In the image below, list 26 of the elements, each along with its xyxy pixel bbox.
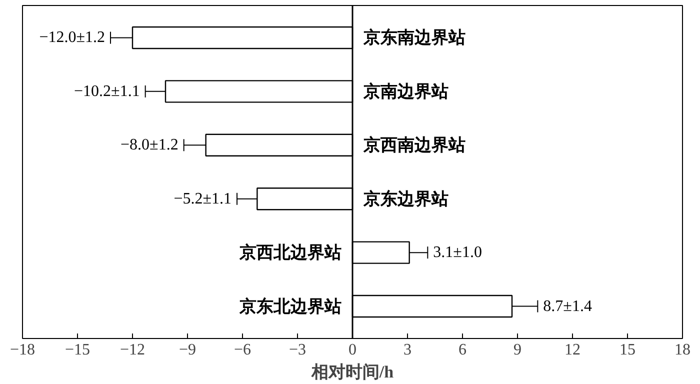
x-tick-label: 9	[514, 342, 522, 358]
y-tick-label: 京南边界站	[362, 82, 448, 101]
y-tick-label: 京西南边界站	[362, 136, 466, 155]
x-tick-label: 6	[458, 342, 466, 358]
x-tick-label: 0	[348, 342, 356, 358]
x-tick-label: −12	[120, 342, 146, 358]
data-label: −5.2±1.1	[174, 190, 232, 208]
data-label: −10.2±1.1	[74, 82, 140, 100]
data-label: 3.1±1.0	[433, 244, 482, 262]
x-tick-label: −6	[234, 342, 252, 358]
y-tick-label: 京东北边界站	[238, 296, 342, 316]
y-tick-label: 京东南边界站	[362, 28, 466, 48]
x-tick-label: 12	[564, 342, 580, 358]
x-tick-label: −3	[288, 342, 306, 358]
x-tick-label: −18	[10, 342, 36, 358]
y-tick-label: 京东边界站	[362, 189, 448, 208]
data-label: −12.0±1.2	[39, 29, 106, 46]
x-tick-label: −9	[178, 342, 196, 358]
data-label: 8.7±1.4	[543, 298, 592, 315]
x-tick-label: 3	[404, 342, 412, 358]
y-tick-label: 京西北边界站	[238, 243, 342, 262]
data-label: −8.0±1.2	[120, 136, 178, 154]
x-tick-label: 15	[620, 342, 636, 358]
x-axis-title: 相对时间/h	[310, 362, 394, 382]
x-tick-label: 18	[674, 342, 690, 358]
x-tick-label: −15	[64, 342, 90, 358]
